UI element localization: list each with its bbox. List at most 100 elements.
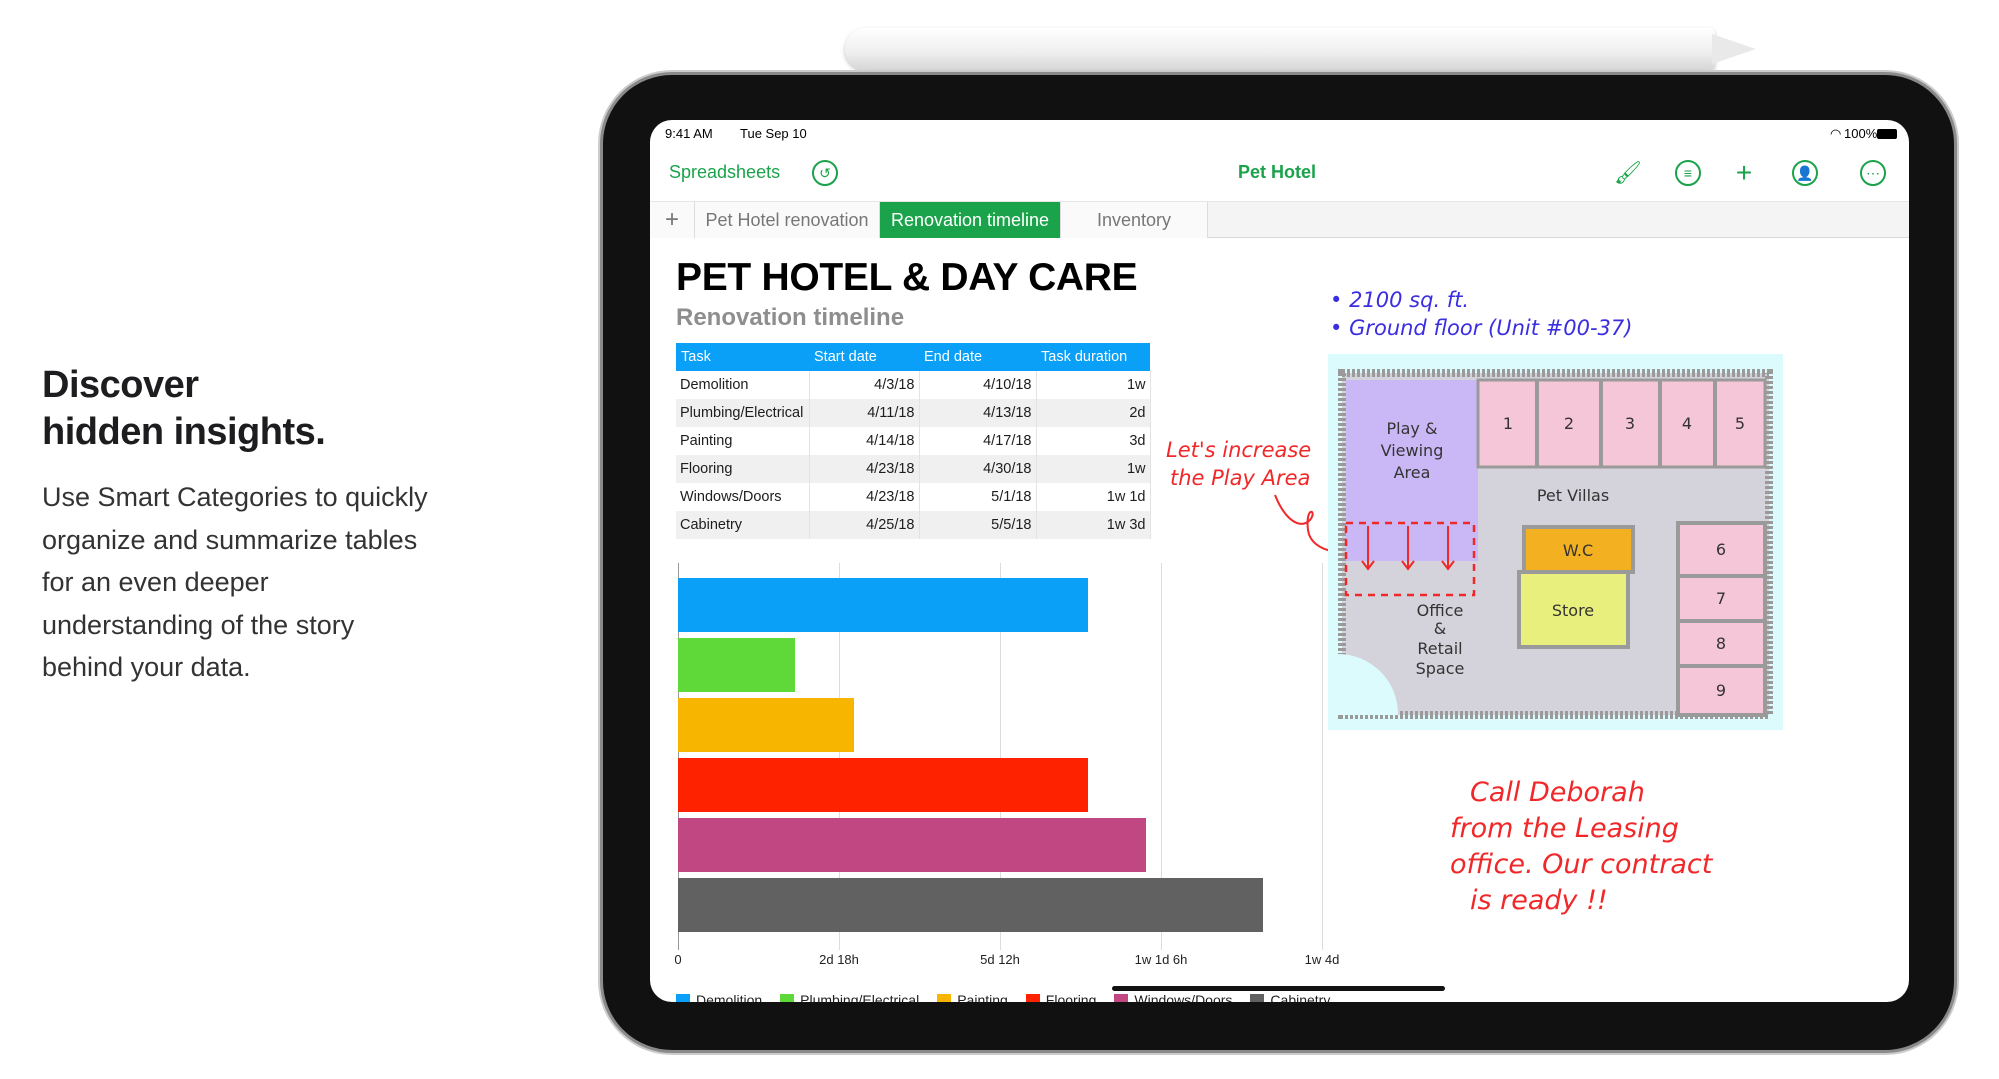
label-space: Space xyxy=(1416,659,1465,678)
note-call-line: is ready !! xyxy=(1470,885,1608,916)
undo-icon[interactable]: ↺ xyxy=(812,160,838,186)
tab-pet-hotel-renovation[interactable]: Pet Hotel renovation xyxy=(695,202,880,238)
table-cell[interactable]: 1w xyxy=(1036,371,1151,399)
format-brush-icon[interactable]: 🖌 xyxy=(1614,160,1642,185)
table-cell[interactable]: Plumbing/Electrical xyxy=(676,399,810,427)
bar-painting[interactable] xyxy=(678,698,854,752)
collaborate-icon[interactable]: 👤 xyxy=(1792,160,1818,186)
table-cell[interactable]: 4/25/18 xyxy=(809,511,920,539)
bar-cabinetry[interactable] xyxy=(678,878,1264,932)
chart-gridline xyxy=(1161,563,1162,950)
chart-gridline xyxy=(678,563,679,950)
table-cell[interactable]: 2d xyxy=(1036,399,1151,427)
table-row[interactable]: Plumbing/Electrical 4/11/18 4/13/18 2d xyxy=(676,399,1151,427)
bar-windows-doors[interactable] xyxy=(678,818,1147,872)
x-tick-label: 5d 12h xyxy=(980,952,1020,967)
legend-label: Painting xyxy=(957,992,1008,1002)
chart-gridline xyxy=(1000,563,1001,950)
note-call-line: Call Deborah xyxy=(1470,777,1645,808)
add-sheet-button[interactable]: + xyxy=(650,202,695,238)
table-cell[interactable]: 4/10/18 xyxy=(919,371,1037,399)
room-number: 7 xyxy=(1716,589,1726,608)
room-number: 9 xyxy=(1716,681,1726,700)
battery-icon xyxy=(1877,129,1897,139)
col-duration[interactable]: Task duration xyxy=(1036,343,1150,371)
table-cell[interactable]: 5/5/18 xyxy=(919,511,1037,539)
wc-room xyxy=(1522,525,1635,574)
legend-label: Flooring xyxy=(1045,992,1097,1002)
villas-1-5 xyxy=(1476,378,1767,469)
table-row[interactable]: Painting 4/14/18 4/17/18 3d xyxy=(676,427,1151,455)
bar-flooring[interactable] xyxy=(678,758,1088,812)
room-number: 5 xyxy=(1735,414,1745,433)
label-area: Area xyxy=(1394,463,1431,482)
legend-swatch xyxy=(1114,994,1129,1002)
table-row[interactable]: Demolition 4/3/18 4/10/18 1w xyxy=(676,371,1151,399)
chart-gridline xyxy=(1322,563,1323,950)
table-cell[interactable]: 4/17/18 xyxy=(919,427,1037,455)
table-cell[interactable]: Demolition xyxy=(676,371,810,399)
sheet-title: PET HOTEL & DAY CARE xyxy=(676,256,1138,299)
renovation-table[interactable]: Task Start date End date Task duration D… xyxy=(676,343,1151,539)
wifi-icon: ◠ xyxy=(1830,126,1842,141)
bar-plumbing-electrical[interactable] xyxy=(678,638,796,692)
legend-item: Demolition xyxy=(676,992,762,1002)
legend-swatch xyxy=(780,994,795,1002)
col-end[interactable]: End date xyxy=(919,343,1036,371)
table-cell[interactable]: 4/30/18 xyxy=(919,455,1037,483)
legend-item: Cabinetry xyxy=(1250,992,1330,1002)
table-cell[interactable]: Windows/Doors xyxy=(676,483,810,511)
col-task[interactable]: Task xyxy=(676,343,809,371)
col-start[interactable]: Start date xyxy=(809,343,919,371)
door-arc xyxy=(1338,654,1399,715)
table-row[interactable]: Flooring 4/23/18 4/30/18 1w xyxy=(676,455,1151,483)
bar-demolition[interactable] xyxy=(678,578,1088,632)
table-cell[interactable]: Flooring xyxy=(676,455,810,483)
table-cell[interactable]: 3d xyxy=(1036,427,1151,455)
room-number: 8 xyxy=(1716,634,1726,653)
play-area-expansion xyxy=(1344,521,1476,597)
legend-item: Painting xyxy=(937,992,1008,1002)
table-cell[interactable]: 4/14/18 xyxy=(809,427,920,455)
note-area: • 2100 sq. ft. xyxy=(1330,288,1470,312)
legend-label: Demolition xyxy=(696,992,763,1002)
spreadsheets-back-button[interactable]: Spreadsheets xyxy=(669,162,781,182)
table-cell[interactable]: Painting xyxy=(676,427,810,455)
legend-swatch xyxy=(937,994,952,1002)
legend-swatch xyxy=(1025,994,1040,1002)
hero-title-line1: Discover xyxy=(42,364,199,406)
store-room xyxy=(1517,570,1630,649)
home-indicator[interactable] xyxy=(1112,986,1445,991)
label-pet-villas: Pet Villas xyxy=(1537,486,1609,505)
x-tick-label: 1w 4d xyxy=(1304,952,1340,967)
table-cell[interactable]: 4/13/18 xyxy=(919,399,1037,427)
label-retail: Retail xyxy=(1417,639,1462,658)
room-number: 4 xyxy=(1682,414,1692,433)
table-cell[interactable]: 1w 1d xyxy=(1036,483,1151,511)
table-cell[interactable]: 5/1/18 xyxy=(919,483,1037,511)
sheet-subtitle: Renovation timeline xyxy=(676,304,905,331)
note-floor: • Ground floor (Unit #00-37) xyxy=(1330,316,1633,340)
room-number: 6 xyxy=(1716,540,1726,559)
label-viewing: Viewing xyxy=(1381,441,1444,460)
tab-inventory[interactable]: Inventory xyxy=(1061,202,1208,238)
table-cell[interactable]: 4/23/18 xyxy=(809,483,920,511)
tab-renovation-timeline[interactable]: Renovation timeline xyxy=(880,202,1061,238)
table-cell[interactable]: 4/11/18 xyxy=(809,399,920,427)
more-icon[interactable]: ⋯ xyxy=(1860,160,1886,186)
table-cell[interactable]: Cabinetry xyxy=(676,511,810,539)
note-call-line: from the Leasing xyxy=(1450,813,1679,844)
table-cell[interactable]: 4/23/18 xyxy=(809,455,920,483)
table-row[interactable]: Cabinetry 4/25/18 5/5/18 1w 3d xyxy=(676,511,1151,539)
organize-icon[interactable]: ≡ xyxy=(1675,160,1701,186)
table-cell[interactable]: 1w xyxy=(1036,455,1151,483)
add-icon[interactable]: + xyxy=(1735,157,1753,188)
table-cell[interactable]: 1w 3d xyxy=(1036,511,1151,539)
hero-text: Discover hidden insights. Use Smart Categ… xyxy=(42,362,442,689)
table-row[interactable]: Windows/Doors 4/23/18 5/1/18 1w 1d xyxy=(676,483,1151,511)
hero-title: Discover hidden insights. xyxy=(42,362,442,456)
document-title: Pet Hotel xyxy=(1237,162,1317,182)
table-cell[interactable]: 4/3/18 xyxy=(809,371,920,399)
legend-item: Plumbing/Electrical xyxy=(780,992,919,1002)
room-number: 3 xyxy=(1625,414,1635,433)
